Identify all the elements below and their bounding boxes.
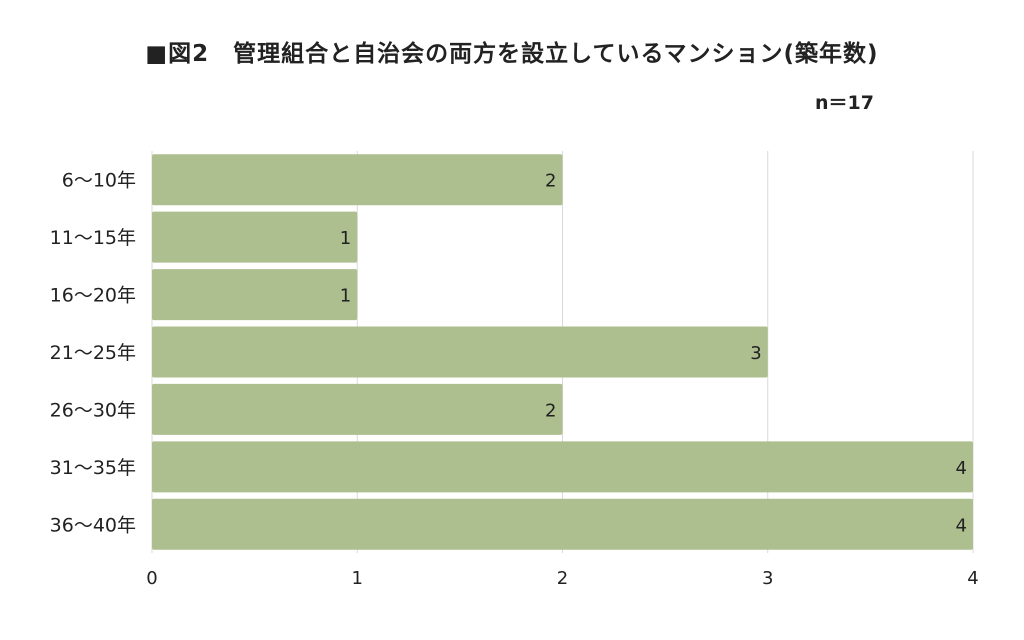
- x-tick-label-3: 3: [762, 568, 773, 589]
- bar-5: [152, 441, 973, 493]
- data-label-1: 1: [340, 228, 351, 249]
- bar-6: [152, 498, 973, 550]
- data-label-2: 1: [340, 286, 351, 307]
- data-label-0: 2: [545, 171, 556, 192]
- bar-1: [152, 211, 358, 263]
- data-label-4: 2: [545, 400, 556, 421]
- x-tick-label-4: 4: [967, 568, 978, 589]
- bar-3: [152, 326, 768, 378]
- x-tick-label-1: 1: [352, 568, 363, 589]
- data-label-6: 4: [956, 515, 967, 536]
- x-tick-label-2: 2: [557, 568, 568, 589]
- category-label-6: 36～40年: [50, 514, 136, 536]
- chart-title: ■図2 管理組合と自治会の両方を設立しているマンション(築年数): [145, 41, 879, 67]
- x-tick-label-0: 0: [146, 568, 157, 589]
- category-label-4: 26～30年: [50, 399, 136, 421]
- sample-size-note: n＝17: [815, 92, 874, 114]
- category-label-0: 6～10年: [62, 170, 136, 192]
- bar-2: [152, 269, 358, 321]
- bar-0: [152, 154, 563, 206]
- data-label-3: 3: [750, 343, 761, 364]
- bar-4: [152, 383, 563, 435]
- category-label-5: 31～35年: [50, 457, 136, 479]
- category-label-1: 11～15年: [50, 227, 136, 249]
- category-label-2: 16～20年: [50, 285, 136, 307]
- category-label-3: 21～25年: [50, 342, 136, 364]
- data-label-5: 4: [956, 458, 967, 479]
